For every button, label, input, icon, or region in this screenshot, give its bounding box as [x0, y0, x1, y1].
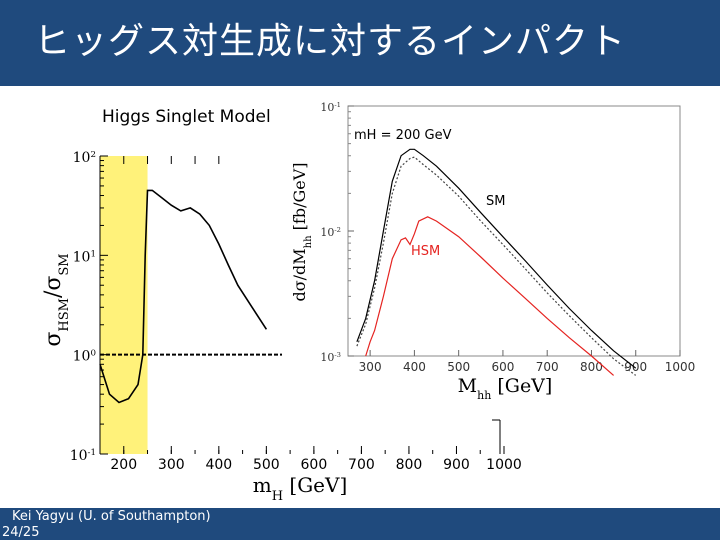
main-x-tick-label: 800: [396, 457, 423, 473]
main-x-tick-label: 700: [348, 457, 375, 473]
inset-y-tick-label: 10-2: [320, 226, 341, 239]
main-x-tick-label: 900: [443, 457, 470, 473]
main-y-tick-label: 100: [73, 349, 96, 365]
main-y-tick-label: 102: [73, 150, 96, 166]
inset-x-tick-label: 300: [359, 360, 382, 374]
main-x-tick-label: 600: [301, 457, 328, 473]
excluded-region-highlight: [100, 156, 148, 454]
main-x-tick-label: 400: [205, 457, 232, 473]
sm-label: SM: [486, 194, 505, 209]
ratio-curve: [99, 189, 268, 404]
dotted-curve: [356, 156, 637, 376]
inset-y-tick-label: 10-3: [320, 351, 341, 364]
main-plot: Higgs Singlet Model 200 300 400 500 600 700 800…: [41, 107, 522, 504]
hsm-curve: [365, 216, 614, 376]
main-x-tick-label: 1000: [486, 457, 522, 473]
hsm-label: HSM: [411, 244, 440, 259]
inset-x-axis-label: Mhh [GeV]: [458, 375, 553, 402]
main-x-tick-label: 200: [110, 457, 137, 473]
sm-curve: [356, 148, 637, 369]
inset-x-tick-label: 800: [580, 360, 603, 374]
inset-x-tick-label: 700: [536, 360, 559, 374]
inset-plot: 300 400 500 600 700 800 900 100010-310-210-1mH …: [282, 94, 720, 414]
inset-mass-annotation: mH = 200 GeV: [354, 128, 452, 143]
main-x-tick-label: 500: [253, 457, 280, 473]
slide-title: ヒッグス対生成に対するインパクト: [34, 21, 627, 62]
main-x-tick-label: 300: [158, 457, 185, 473]
inset-background: [282, 94, 720, 414]
inset-y-axis-label: dσ/dMhh [fb/GeV]: [290, 162, 314, 301]
footer-author: Kei Yagyu (U. of Southampton): [12, 509, 211, 524]
main-plot-title: Higgs Singlet Model: [102, 107, 271, 127]
inset-x-tick-label: 1000: [665, 360, 696, 374]
main-y-tick-label: 10-1: [70, 448, 96, 464]
inset-x-tick-label: 600: [491, 360, 514, 374]
main-y-axis-label: σHSM/σSM: [41, 253, 72, 346]
inset-x-tick-label: 500: [447, 360, 470, 374]
inset-x-tick-label: 400: [403, 360, 426, 374]
footer-page-number: 24/25: [2, 525, 40, 540]
main-x-axis-label: mH [GeV]: [253, 473, 348, 504]
slide-footer: [0, 508, 720, 540]
slide-header: [0, 0, 720, 86]
main-y-tick-label: 101: [73, 249, 96, 265]
inset-y-tick-label: 10-1: [320, 101, 341, 114]
